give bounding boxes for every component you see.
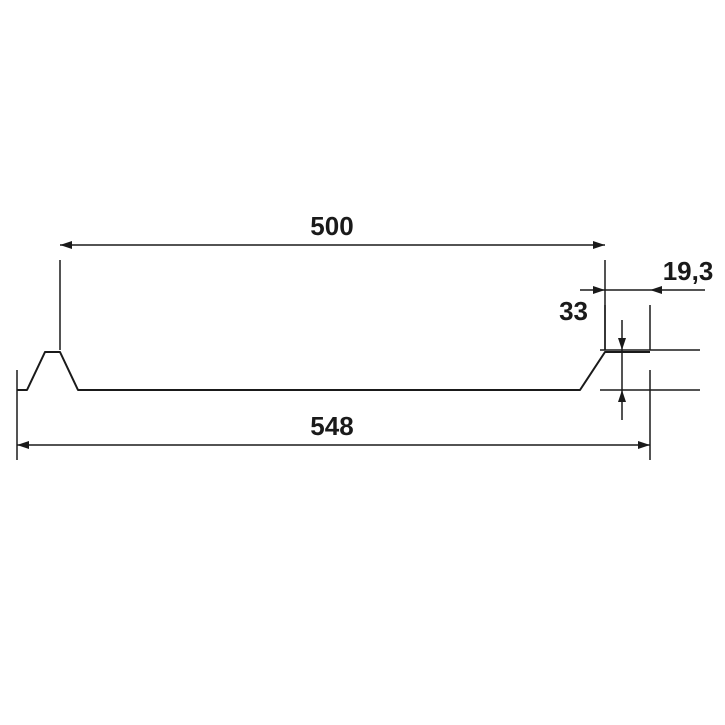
drawing-canvas: 500 548 33 19,3 xyxy=(0,0,725,725)
dim-label-rib-height: 33 xyxy=(559,296,588,326)
dim-label-top-flat: 19,3 xyxy=(663,256,714,286)
dim-label-cover-width: 500 xyxy=(310,211,353,241)
dim-label-total-width: 548 xyxy=(310,411,353,441)
sheet-profile xyxy=(17,352,650,390)
profile-diagram: 500 548 33 19,3 xyxy=(0,0,725,725)
